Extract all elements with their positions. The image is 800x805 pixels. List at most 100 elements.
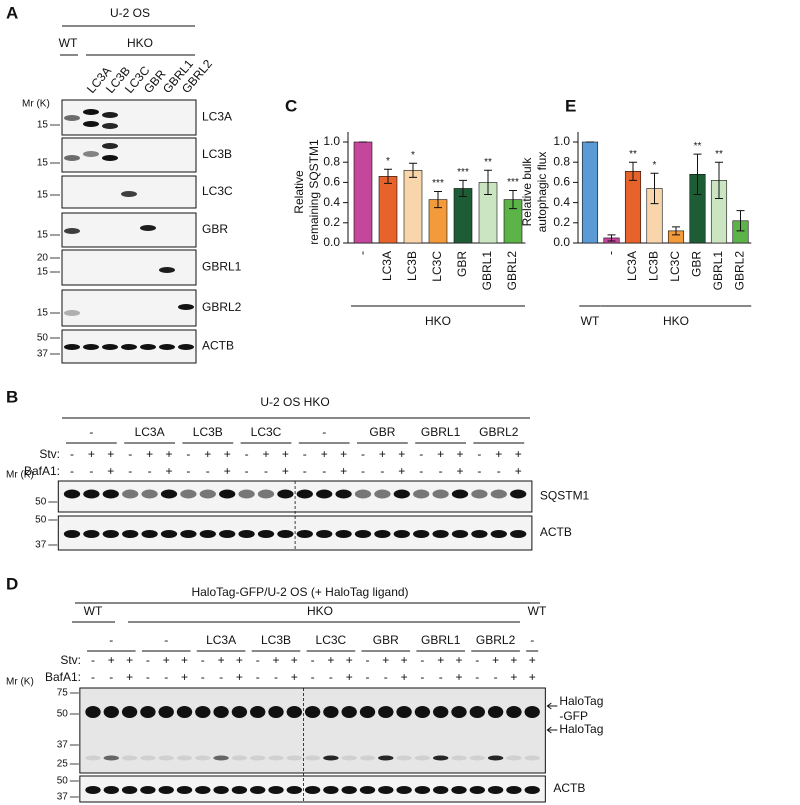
y-tick-label: 1.0: [553, 134, 570, 148]
band: [160, 489, 178, 499]
significance: **: [484, 157, 492, 168]
band: [102, 530, 119, 538]
sign: +: [340, 464, 347, 478]
sign: +: [510, 670, 517, 684]
band: [469, 706, 485, 718]
band: [451, 489, 469, 499]
blot-label: ACTB: [553, 781, 585, 795]
sign: -: [419, 447, 423, 461]
band: [122, 530, 139, 538]
sign: -: [329, 670, 333, 684]
band: [63, 489, 81, 499]
band: [451, 530, 469, 538]
mr-label: Mr (K): [22, 99, 50, 110]
band: [451, 706, 467, 718]
error-bar: [629, 161, 637, 181]
group-label: GBR: [369, 425, 395, 439]
band: [396, 755, 412, 761]
sign: +: [291, 653, 298, 667]
mw-marker: 50: [37, 333, 49, 344]
sign: +: [455, 670, 462, 684]
group-label: GBRL2: [479, 425, 519, 439]
band: [296, 530, 313, 538]
band: [180, 530, 197, 538]
sign: -: [264, 464, 268, 478]
sign: -: [420, 653, 424, 667]
row-label: Stv:: [60, 653, 81, 667]
band: [102, 112, 118, 118]
band: [213, 706, 229, 718]
band: [487, 755, 504, 761]
group-label: GBR: [373, 633, 399, 647]
band: [393, 530, 410, 538]
mw-marker: 25: [57, 759, 69, 770]
blot-label: SQSTM1: [540, 489, 590, 503]
sign: +: [163, 653, 170, 667]
blot: [79, 775, 546, 803]
y-tick-label: 0.8: [553, 154, 570, 168]
band: [432, 489, 449, 499]
band: [195, 786, 211, 794]
error-bar: [736, 210, 745, 232]
row-label: Stv:: [39, 447, 60, 461]
mw-marker: 15: [37, 267, 49, 278]
band: [487, 786, 504, 794]
group-label: LC3B: [193, 425, 223, 439]
band: [83, 121, 99, 127]
band: [213, 786, 229, 794]
band: [64, 155, 80, 161]
band: [268, 786, 284, 794]
sign: -: [475, 670, 479, 684]
sign: -: [91, 670, 95, 684]
sign: +: [126, 670, 133, 684]
sign: +: [346, 670, 353, 684]
band: [159, 344, 175, 350]
band: [85, 706, 101, 718]
band: [121, 755, 138, 761]
group-label: HKO: [425, 314, 451, 328]
mw-marker: 50: [35, 497, 47, 508]
band: [121, 706, 138, 718]
sign: -: [201, 653, 205, 667]
error-bar: [650, 172, 659, 205]
panel-letter: D: [6, 574, 18, 593]
band: [63, 530, 81, 538]
sign: +: [437, 447, 444, 461]
sign: -: [384, 670, 388, 684]
sign: +: [510, 653, 517, 667]
mr-label: Mr (K): [6, 470, 34, 481]
x-tick-label: LC3C: [430, 251, 444, 282]
band: [158, 786, 174, 794]
band: [83, 344, 99, 350]
band: [296, 489, 313, 499]
sign: +: [107, 464, 114, 478]
significance: **: [629, 149, 637, 160]
wt-label: WT: [84, 604, 103, 618]
blot-label: GBR: [202, 222, 228, 236]
error-bar: [434, 190, 442, 209]
error-bar: [607, 234, 616, 242]
mw-marker: 50: [57, 776, 69, 787]
mw-marker: 15: [37, 158, 49, 169]
band: [140, 755, 156, 761]
band: [85, 755, 101, 761]
band: [158, 706, 174, 718]
group-label: LC3C: [251, 425, 282, 439]
band: [510, 530, 527, 538]
band: [158, 755, 174, 761]
sign: +: [456, 464, 463, 478]
mw-marker: 37: [37, 349, 49, 360]
row-label: BafA1:: [24, 464, 60, 478]
y-axis-label: remaining SQSTM1: [307, 139, 321, 245]
band: [286, 755, 302, 761]
significance: ***: [507, 177, 519, 188]
sign: -: [311, 653, 315, 667]
band: [487, 706, 504, 718]
band: [354, 489, 372, 499]
sign: +: [107, 447, 114, 461]
sign: +: [321, 447, 328, 461]
band: [414, 706, 431, 718]
sign: -: [91, 653, 95, 667]
band: [433, 706, 449, 718]
band: [323, 755, 339, 761]
